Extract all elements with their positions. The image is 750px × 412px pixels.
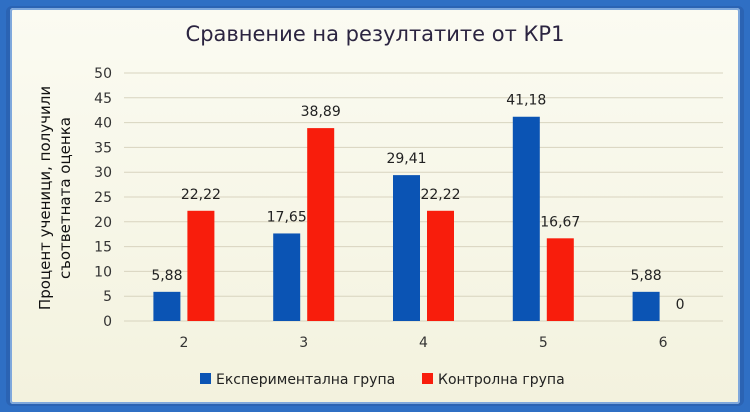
y-tick-label: 30 — [94, 165, 112, 181]
y-tick-label: 25 — [94, 190, 112, 206]
y-axis-ticks: 0 5 10 15 20 25 30 35 40 45 50 — [94, 66, 112, 330]
legend-label: Експериментална група — [216, 372, 395, 388]
bar-control-4 — [427, 210, 454, 321]
bar-control-3 — [307, 128, 335, 321]
bar-experimental-3 — [273, 233, 301, 321]
data-label: 22,22 — [181, 187, 221, 203]
y-tick-label: 20 — [94, 215, 112, 231]
bar-experimental-5 — [512, 116, 540, 322]
y-tick-label: 45 — [94, 91, 112, 107]
bar-experimental-4 — [393, 175, 420, 321]
y-tick-label: 10 — [94, 264, 112, 280]
legend-label: Контролна група — [438, 372, 565, 388]
x-axis-ticks: 2 3 4 5 6 — [179, 335, 667, 351]
data-label: 38,89 — [301, 104, 341, 120]
y-axis-label-line-1: Процент ученици, получили — [36, 86, 54, 310]
y-tick-label: 15 — [94, 240, 112, 256]
bar-experimental-2 — [153, 291, 181, 321]
bar-experimental-6 — [632, 291, 660, 321]
y-axis-label-line-2: съответната оценка — [56, 117, 74, 279]
y-tick-label: 35 — [94, 140, 112, 156]
x-tick-label: 4 — [419, 335, 428, 351]
x-tick-label: 6 — [659, 335, 668, 351]
data-label: 22,22 — [420, 187, 460, 203]
legend: Експериментална група Контролна група — [200, 372, 565, 388]
y-tick-label: 40 — [94, 116, 112, 132]
data-label: 41,18 — [506, 93, 546, 109]
bar-control-5 — [546, 238, 574, 321]
bar-control-2 — [187, 210, 215, 321]
bar-chart: Сравнение на резултатите от КР1 Процент … — [36, 22, 723, 388]
legend-swatch — [200, 373, 211, 384]
chart-title: Сравнение на резултатите от КР1 — [186, 22, 565, 46]
data-labels: 5,88 22,22 17,65 38,89 29,41 22,22 41,18 16,67 5… — [151, 93, 684, 313]
y-tick-label: 50 — [94, 66, 112, 82]
y-axis-label: Процент ученици, получили съответната оц… — [36, 86, 74, 310]
legend-swatch — [422, 373, 433, 384]
x-tick-label: 5 — [539, 335, 548, 351]
data-label: 5,88 — [631, 268, 662, 284]
x-tick-label: 3 — [299, 335, 308, 351]
data-label: 29,41 — [386, 151, 426, 167]
y-tick-label: 5 — [103, 289, 112, 305]
x-tick-label: 2 — [179, 335, 188, 351]
data-label: 16,67 — [540, 214, 580, 230]
data-label: 17,65 — [267, 209, 307, 225]
bars — [153, 116, 660, 322]
gridlines — [124, 72, 723, 322]
data-label: 5,88 — [151, 268, 182, 284]
data-label: 0 — [676, 297, 685, 313]
y-tick-label: 0 — [103, 314, 112, 330]
chart-panel: Сравнение на резултатите от КР1 Процент … — [10, 8, 740, 404]
